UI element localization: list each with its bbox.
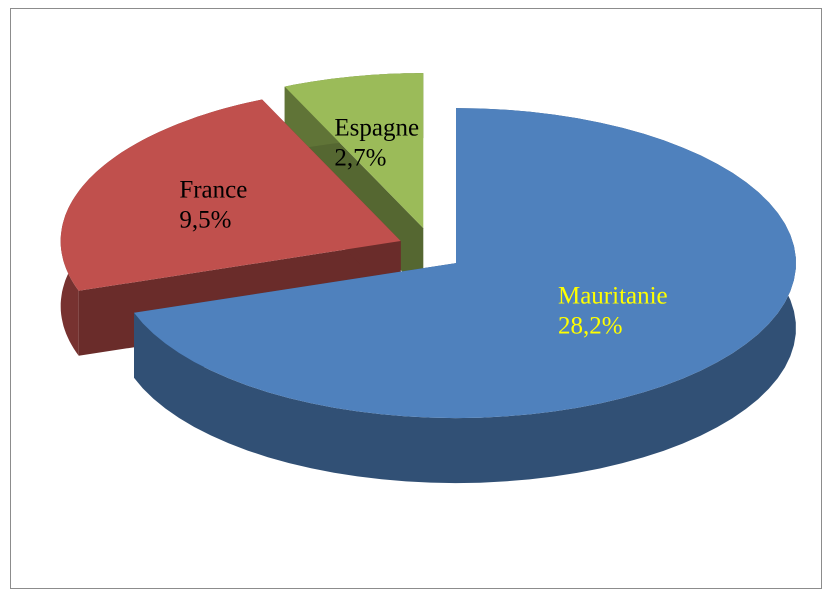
slice-label-name: Mauritanie [558,282,668,309]
slice-top [284,73,424,229]
slice-label-value: 2,7% [334,144,386,171]
slice-top [60,99,401,291]
slice-label-name: Espagne [334,114,419,141]
slice-label-name: France [179,177,247,204]
slice-label-value: 9,5% [179,207,231,234]
slice-label-value: 28,2% [558,312,623,339]
slice-top [134,108,796,419]
